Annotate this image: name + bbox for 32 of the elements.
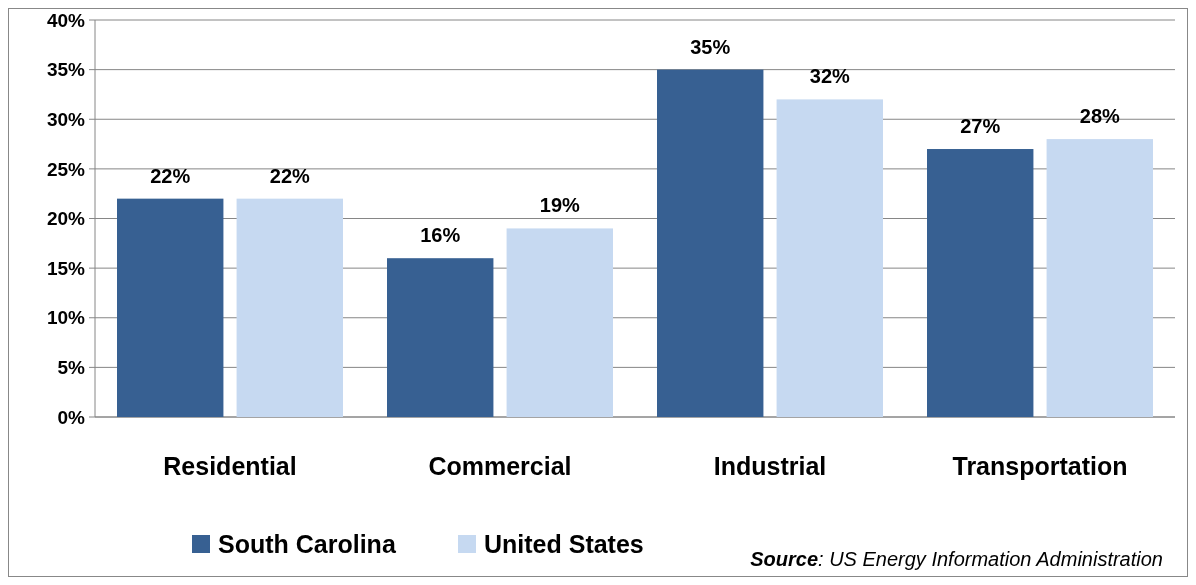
y-tick-label: 30% bbox=[46, 108, 86, 130]
x-tick-label: Industrial bbox=[713, 452, 827, 480]
bar bbox=[776, 99, 883, 417]
legend-label: South Carolina bbox=[218, 529, 397, 558]
bar bbox=[927, 149, 1034, 417]
data-label: 22% bbox=[150, 164, 191, 187]
source-note: Source: US Energy Information Administration bbox=[750, 548, 1163, 570]
y-tick-label: 20% bbox=[46, 208, 86, 230]
y-tick-label: 0% bbox=[57, 406, 86, 428]
y-tick-label: 10% bbox=[46, 307, 86, 329]
bar bbox=[387, 258, 494, 417]
data-label: 27% bbox=[960, 115, 1001, 138]
bar bbox=[236, 198, 343, 417]
x-tick-label: Commercial bbox=[428, 452, 572, 480]
y-tick-label: 40% bbox=[46, 9, 86, 31]
bar bbox=[1046, 139, 1153, 417]
data-label: 28% bbox=[1079, 105, 1121, 128]
x-tick-label: Residential bbox=[163, 452, 297, 480]
data-label: 32% bbox=[809, 65, 851, 88]
y-tick-label: 25% bbox=[46, 158, 86, 180]
y-tick-label: 15% bbox=[46, 257, 86, 279]
x-tick-label: Transportation bbox=[952, 452, 1128, 480]
y-tick-label: 5% bbox=[57, 357, 86, 379]
bar bbox=[117, 198, 224, 417]
data-label: 16% bbox=[420, 224, 461, 247]
data-label: 22% bbox=[269, 164, 311, 187]
y-tick-label: 35% bbox=[46, 59, 86, 81]
data-label: 19% bbox=[539, 194, 581, 217]
legend-label: United States bbox=[484, 529, 644, 558]
bar bbox=[506, 228, 613, 417]
data-label: 35% bbox=[690, 35, 731, 58]
bar bbox=[657, 69, 764, 417]
